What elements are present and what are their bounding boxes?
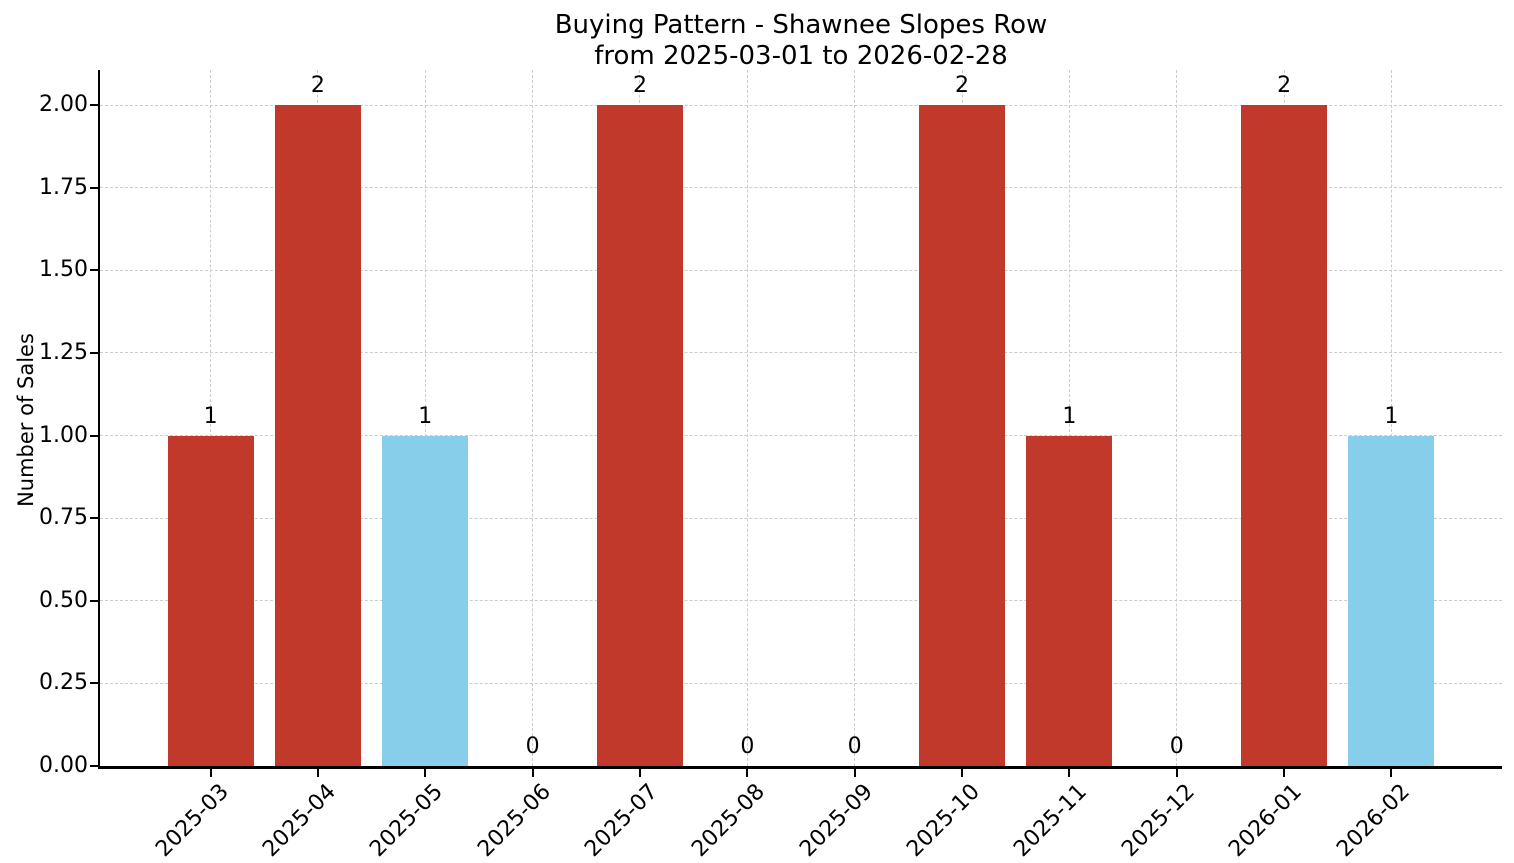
y-tick-mark	[89, 434, 98, 437]
bar-value-label: 2	[955, 73, 970, 98]
x-tick-mark	[1175, 768, 1178, 777]
vertical-gridline	[424, 70, 426, 766]
y-tick-label: 2.00	[39, 92, 88, 117]
bar-2025-05	[382, 435, 469, 766]
x-tick-mark	[1068, 768, 1071, 777]
x-tick-mark	[746, 768, 749, 777]
horizontal-gridline	[100, 352, 1502, 354]
x-tick-label: 2025-03	[150, 779, 234, 862]
x-axis-spine	[97, 766, 1502, 769]
x-tick-mark	[316, 768, 319, 777]
y-tick-label: 1.00	[39, 422, 88, 448]
x-tick-label: 2025-05	[365, 779, 449, 862]
bar-value-label: 2	[310, 73, 325, 98]
y-tick-mark	[89, 186, 98, 189]
y-tick-mark	[89, 104, 98, 106]
y-tick-mark	[89, 269, 98, 272]
bar-2025-11	[1026, 435, 1113, 766]
x-tick-label: 2026-01	[1224, 779, 1308, 862]
y-tick-label: 1.50	[39, 257, 88, 283]
y-tick-label: 0.75	[39, 505, 88, 531]
vertical-gridline	[1068, 70, 1070, 766]
bar-value-label: 2	[1277, 73, 1292, 98]
y-tick-label: 1.25	[39, 339, 88, 365]
bar-value-label: 0	[525, 734, 540, 759]
x-tick-label: 2025-04	[258, 779, 341, 862]
x-tick-mark	[1283, 768, 1286, 777]
bar-value-label: 1	[418, 403, 433, 429]
chart-title-line2: from 2025-03-01 to 2026-02-28	[594, 41, 1008, 71]
y-tick-label: 0.50	[39, 587, 88, 613]
x-tick-mark	[853, 768, 856, 777]
x-tick-mark	[638, 768, 641, 777]
x-tick-label: 2025-10	[902, 779, 986, 862]
chart-title: Buying Pattern - Shawnee Slopes Row from…	[100, 10, 1502, 72]
horizontal-gridline	[100, 187, 1502, 189]
x-tick-label: 2025-09	[794, 779, 878, 862]
bar-2026-02	[1348, 435, 1435, 766]
horizontal-gridline	[100, 104, 1502, 106]
bar-value-label: 1	[1384, 403, 1399, 429]
y-tick-mark	[89, 599, 98, 602]
x-tick-mark	[209, 768, 212, 777]
y-tick-label: 1.75	[39, 174, 88, 200]
vertical-gridline	[746, 70, 748, 766]
horizontal-gridline	[100, 269, 1502, 271]
bar-value-label: 0	[740, 734, 755, 759]
x-tick-label: 2025-06	[472, 779, 556, 862]
bar-2025-07	[597, 105, 683, 766]
bar-2026-01	[1241, 105, 1327, 766]
horizontal-gridline	[100, 600, 1502, 602]
x-tick-mark	[961, 768, 964, 777]
vertical-gridline	[210, 70, 212, 766]
bar-2025-03	[167, 435, 254, 766]
y-tick-label: 0.00	[39, 753, 88, 778]
x-tick-label: 2025-12	[1117, 779, 1200, 862]
bar-value-label: 0	[1169, 734, 1184, 759]
x-tick-mark	[424, 768, 427, 777]
x-tick-mark	[1390, 768, 1393, 777]
bar-value-label: 1	[203, 403, 218, 429]
x-tick-label: 2025-08	[687, 779, 771, 862]
bar-2025-04	[274, 105, 361, 766]
y-axis-spine	[97, 70, 100, 769]
bar-value-label: 0	[847, 734, 862, 759]
x-tick-label: 2025-11	[1009, 779, 1093, 862]
bar-2025-10	[919, 105, 1005, 766]
x-tick-label: 2025-07	[580, 779, 663, 862]
y-tick-mark	[89, 351, 98, 354]
x-tick-label: 2026-02	[1331, 779, 1415, 862]
bar-value-label: 2	[632, 73, 647, 98]
y-tick-label: 0.25	[39, 670, 88, 696]
x-tick-mark	[531, 768, 534, 777]
vertical-gridline	[1176, 70, 1178, 766]
y-tick-mark	[89, 765, 98, 767]
horizontal-gridline	[100, 682, 1502, 684]
vertical-gridline	[1390, 70, 1392, 766]
vertical-gridline	[854, 70, 856, 766]
chart-title-line1: Buying Pattern - Shawnee Slopes Row	[554, 10, 1048, 40]
bar-value-label: 1	[1062, 403, 1077, 429]
vertical-gridline	[532, 70, 534, 766]
horizontal-gridline	[100, 435, 1502, 436]
y-tick-mark	[89, 517, 98, 520]
horizontal-gridline	[100, 517, 1502, 519]
y-tick-mark	[89, 682, 98, 685]
